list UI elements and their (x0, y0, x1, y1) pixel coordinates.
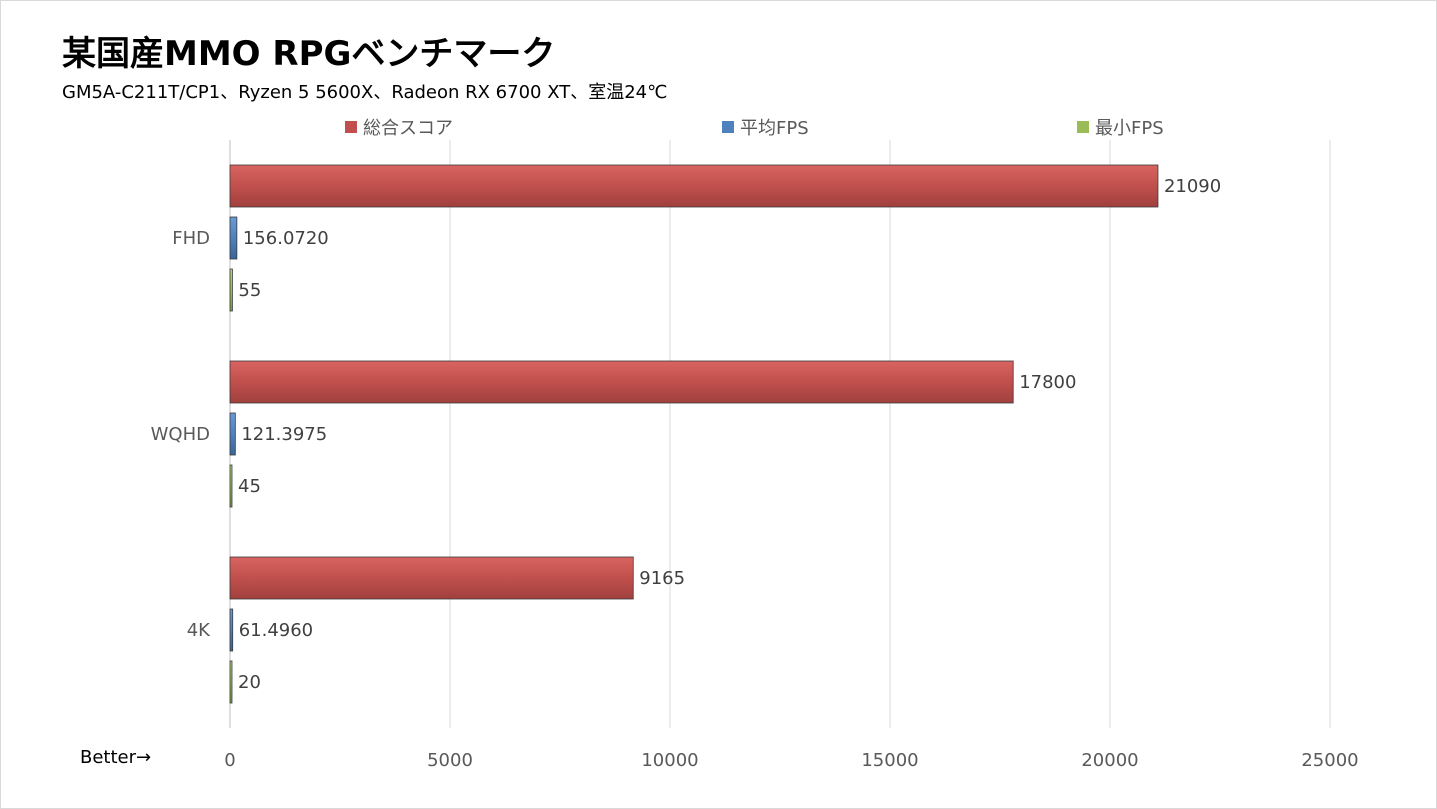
x-tick-label: 20000 (1081, 750, 1138, 771)
legend-label-total-score: 総合スコア (363, 118, 453, 139)
legend-item-total-score: 総合スコア (345, 114, 453, 140)
x-tick-label: 0 (224, 750, 235, 771)
bar (229, 360, 1014, 404)
x-tick-label: 5000 (427, 750, 473, 771)
bar (229, 268, 233, 312)
data-label: 121.3975 (241, 424, 327, 445)
bar (229, 608, 234, 652)
legend-item-average-fps: 平均FPS (722, 114, 809, 140)
bar (229, 556, 634, 600)
category-label: 4K (187, 620, 211, 641)
category-label: FHD (172, 228, 210, 249)
data-label: 9165 (639, 568, 685, 589)
data-label: 45 (238, 476, 261, 497)
legend-swatch-average-fps (722, 121, 734, 133)
legend-swatch-minimum-fps (1077, 121, 1089, 133)
x-tick-label: 10000 (641, 750, 698, 771)
bar (229, 660, 233, 704)
bar (229, 164, 1159, 208)
data-label: 20 (238, 672, 261, 693)
data-label: 156.0720 (243, 228, 329, 249)
legend-item-minimum-fps: 最小FPS (1077, 114, 1164, 140)
category-label: WQHD (151, 424, 210, 445)
chart-title: 某国産MMO RPGベンチマーク (62, 34, 556, 74)
data-label: 21090 (1164, 176, 1221, 197)
legend-label-minimum-fps: 最小FPS (1095, 118, 1164, 139)
bar (229, 464, 233, 508)
x-tick-label: 15000 (861, 750, 918, 771)
better-annotation: Better→ (80, 747, 152, 768)
legend-label-average-fps: 平均FPS (740, 118, 809, 139)
data-label: 61.4960 (239, 620, 313, 641)
chart-subtitle: GM5A-C211T/CP1、Ryzen 5 5600X、Radeon RX 6… (62, 82, 668, 103)
bar (229, 216, 238, 260)
legend-swatch-total-score (345, 121, 357, 133)
x-tick-label: 25000 (1301, 750, 1358, 771)
data-label: 55 (238, 280, 261, 301)
data-label: 17800 (1019, 372, 1076, 393)
bar (229, 412, 236, 456)
